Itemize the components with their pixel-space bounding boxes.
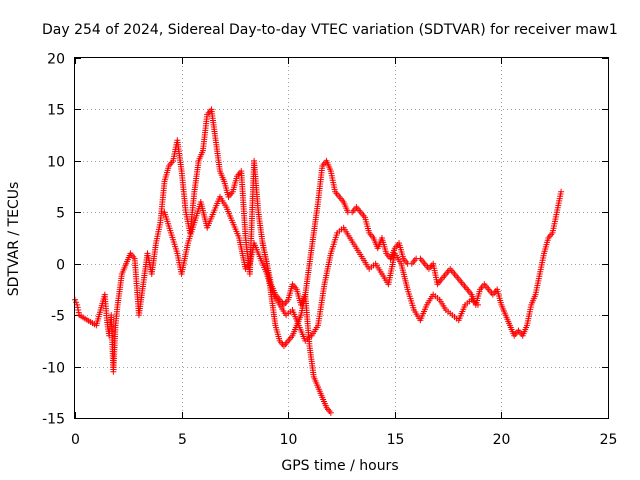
x-tick-label: 25 [600,432,618,448]
x-tick-label: 20 [493,432,511,448]
y-tick-label: 10 [47,155,65,171]
data-points [72,106,565,416]
chart-title: Day 254 of 2024, Sidereal Day-to-day VTE… [42,22,618,38]
y-tick-label: 0 [56,258,65,274]
data-point [75,307,82,313]
data-point [327,409,334,416]
y-tick-label: -5 [51,309,65,325]
data-point [75,309,82,316]
plot-frame [74,57,609,419]
y-tick-label: 20 [47,52,65,68]
x-tick-label: 10 [280,432,298,448]
y-tick-label: 5 [56,206,65,222]
y-tick-label: 15 [47,103,65,119]
x-tick-label: 5 [178,432,187,448]
data-point [74,304,81,311]
x-axis-label: GPS time / hours [281,458,398,474]
data-point [558,188,565,195]
x-tick-label: 0 [71,432,80,448]
y-axis-label: SDTVAR / TECUs [6,182,22,297]
data-point [74,301,81,308]
y-tick-label: -15 [42,412,65,428]
y-tick-label: -10 [42,361,65,377]
x-tick-label: 15 [387,432,405,448]
data-point [474,301,481,308]
axis-ticks: 0 5 10 15 20 25 -15 -10 -5 0 5 10 15 20 [42,52,617,449]
